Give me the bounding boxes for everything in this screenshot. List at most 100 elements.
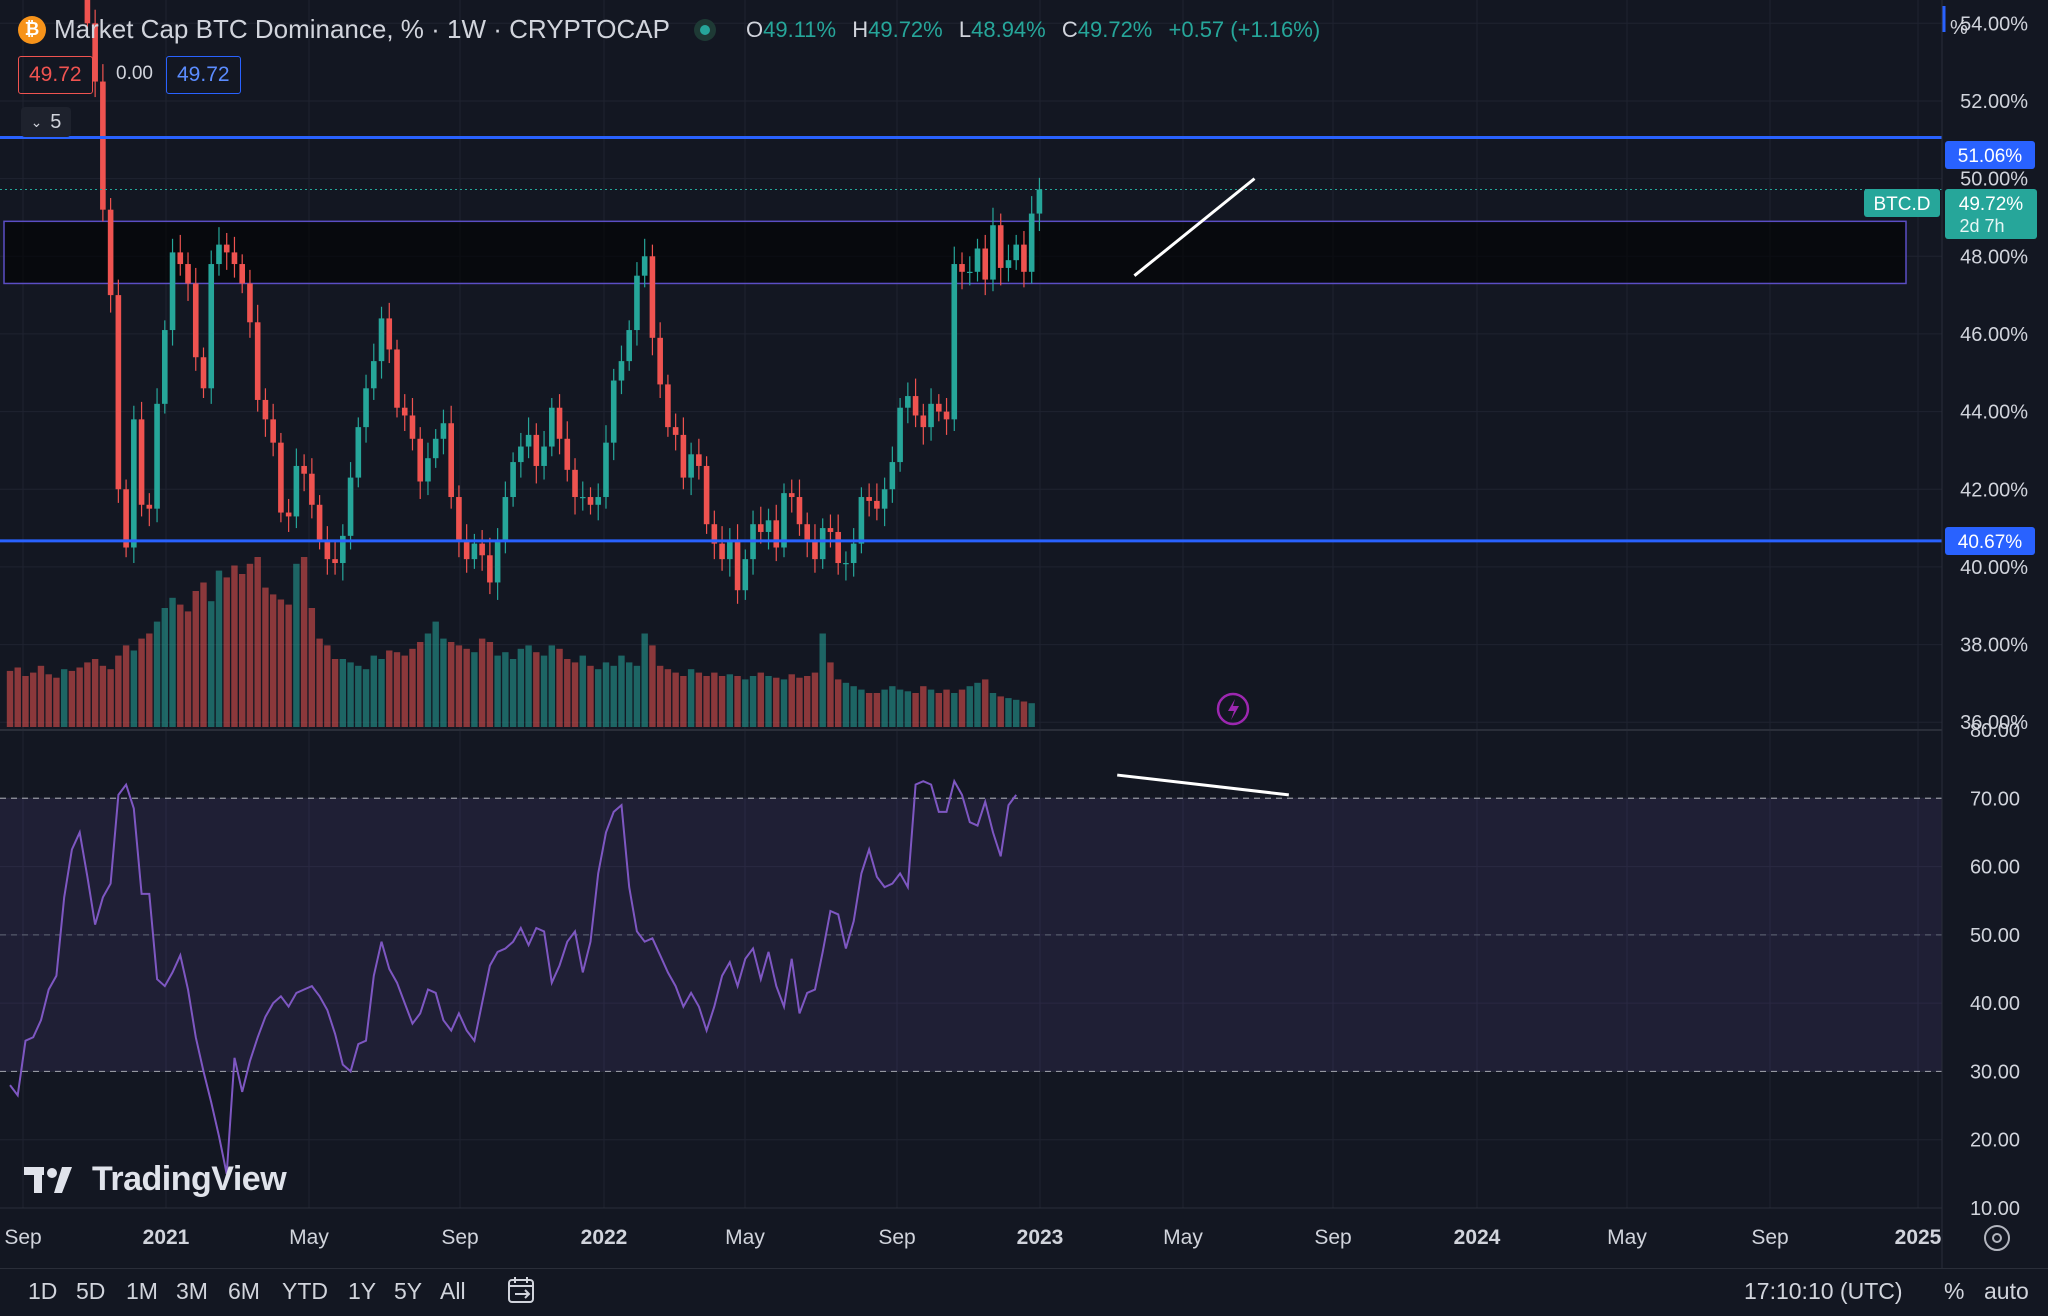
time-tick-label: 2021 bbox=[143, 1226, 190, 1249]
price-tick-label: 44.00% bbox=[1960, 402, 2028, 424]
candle-body bbox=[641, 256, 648, 276]
candle-body bbox=[796, 497, 803, 525]
volume-bar bbox=[486, 642, 494, 727]
candle bbox=[742, 549, 749, 600]
candle-body bbox=[510, 462, 516, 498]
candle-body bbox=[719, 543, 725, 560]
candle bbox=[409, 398, 416, 451]
rsi-tick-label: 70.00 bbox=[1970, 788, 2020, 810]
volume-bar bbox=[494, 655, 501, 727]
volume-bar bbox=[14, 667, 21, 727]
candle bbox=[432, 429, 439, 468]
candle bbox=[417, 427, 424, 499]
candle bbox=[696, 438, 702, 480]
candle bbox=[719, 526, 725, 571]
candle bbox=[788, 479, 795, 513]
candle-body bbox=[990, 225, 996, 280]
price-tick-label: 50.00% bbox=[1960, 169, 2028, 191]
market-status-icon[interactable] bbox=[693, 18, 716, 41]
price-trendline[interactable] bbox=[1133, 177, 1256, 277]
settings-gear-icon[interactable] bbox=[1984, 1225, 2010, 1251]
percent-toggle[interactable]: % bbox=[1944, 1278, 1965, 1304]
auto-toggle[interactable]: auto bbox=[1984, 1278, 2029, 1304]
candle bbox=[247, 269, 253, 338]
tradingview-logo[interactable]: TradingView bbox=[24, 1160, 287, 1199]
timeframe-1m-button[interactable]: 1M bbox=[126, 1278, 158, 1304]
timeframe-1d-button[interactable]: 1D bbox=[28, 1278, 58, 1304]
candle-body bbox=[564, 438, 571, 470]
candle-body bbox=[456, 497, 462, 540]
volume-bar bbox=[45, 674, 52, 727]
timeframe-all-button[interactable]: All bbox=[440, 1278, 466, 1304]
time-tick-label: Sep bbox=[441, 1226, 478, 1249]
candle bbox=[239, 254, 245, 294]
candle-body bbox=[192, 283, 199, 358]
volume-bar bbox=[146, 633, 153, 727]
volume-bar bbox=[130, 650, 138, 727]
candle-body bbox=[1028, 213, 1035, 272]
candle bbox=[471, 533, 478, 569]
candle-body bbox=[332, 559, 338, 564]
timeframe-ytd-button[interactable]: YTD bbox=[282, 1278, 328, 1304]
volume-bar bbox=[711, 672, 718, 727]
timeframe-1y-button[interactable]: 1Y bbox=[348, 1278, 377, 1304]
candle bbox=[936, 394, 942, 422]
candle bbox=[324, 526, 331, 575]
candle bbox=[363, 374, 369, 443]
candle-body bbox=[1005, 260, 1012, 268]
volume-bar bbox=[989, 693, 997, 727]
candle-body bbox=[154, 403, 160, 509]
volume-bar bbox=[76, 667, 83, 727]
volume-bar bbox=[982, 679, 989, 727]
rsi-tick-label: 30.00 bbox=[1970, 1061, 2020, 1083]
volume-bar bbox=[633, 665, 641, 727]
ohlc-values: O49.11% H49.72% L48.94% C49.72% +0.57 (+… bbox=[746, 17, 1320, 43]
badge-countdown-text: 2d 7h bbox=[1959, 216, 2004, 236]
candle-body bbox=[262, 399, 269, 420]
symbol-title[interactable]: Market Cap BTC Dominance, % · 1W · CRYPT… bbox=[54, 14, 670, 44]
candle-body bbox=[409, 415, 416, 439]
candle bbox=[672, 413, 679, 451]
indicators-collapse-button[interactable]: ⌄ 5 bbox=[21, 107, 71, 137]
candle bbox=[641, 238, 648, 288]
badge-last-price-text: 49.72% bbox=[1959, 194, 2024, 215]
scale-unit[interactable]: % bbox=[1950, 17, 1968, 39]
candle-body bbox=[208, 264, 215, 389]
rsi-trendline[interactable] bbox=[1117, 773, 1289, 797]
timeframe-5y-button[interactable]: 5Y bbox=[394, 1278, 423, 1304]
candle bbox=[835, 514, 841, 575]
candle bbox=[386, 302, 393, 364]
candle-body bbox=[216, 244, 222, 265]
timeframe-3m-button[interactable]: 3M bbox=[176, 1278, 208, 1304]
volume-bar bbox=[293, 563, 300, 727]
candle bbox=[332, 541, 338, 575]
volume-bar bbox=[602, 662, 610, 727]
sell-price-box[interactable]: 49.72 bbox=[18, 56, 93, 94]
timeframe-6m-button[interactable]: 6M bbox=[228, 1278, 260, 1304]
candle-body bbox=[440, 423, 447, 439]
buy-price-box[interactable]: 49.72 bbox=[166, 56, 241, 94]
ohlc-high-key: H bbox=[852, 16, 869, 42]
candle bbox=[1036, 177, 1043, 232]
candle bbox=[866, 483, 872, 517]
volume-bar bbox=[30, 672, 37, 727]
volume-bar bbox=[246, 563, 254, 727]
calendar-range-icon[interactable] bbox=[506, 1274, 538, 1306]
volume-bar bbox=[773, 677, 780, 727]
timeframe-5d-button[interactable]: 5D bbox=[76, 1278, 106, 1304]
candle-body bbox=[742, 559, 749, 591]
alert-icon[interactable] bbox=[1216, 692, 1250, 726]
candle bbox=[703, 456, 710, 534]
rsi-tick-label: 60.00 bbox=[1970, 857, 2020, 879]
volume-bar bbox=[300, 557, 308, 727]
candle-body bbox=[324, 539, 331, 560]
volume-bar bbox=[208, 601, 215, 727]
candle bbox=[487, 537, 493, 595]
volume-bar bbox=[850, 686, 857, 727]
utc-clock[interactable]: 17:10:10 (UTC) bbox=[1744, 1278, 1903, 1304]
volume-bar bbox=[548, 645, 555, 727]
volume-bar bbox=[509, 659, 517, 727]
volume-bar bbox=[726, 674, 734, 727]
volume-bar bbox=[1005, 698, 1012, 727]
